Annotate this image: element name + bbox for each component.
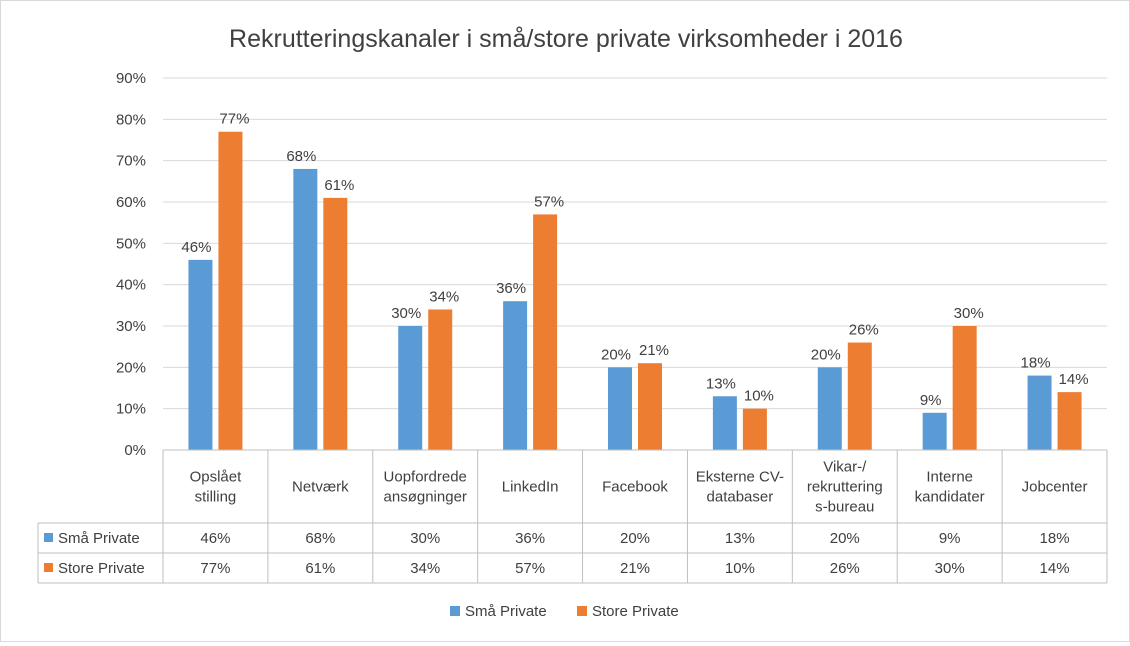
category-label: Vikar-/ (823, 459, 867, 476)
table-cell: 68% (305, 530, 335, 547)
bar-sma-private (398, 326, 423, 450)
bar-sma-private (817, 367, 842, 450)
y-tick-label: 10% (116, 401, 146, 418)
y-tick-label: 70% (116, 153, 146, 170)
table-cell: 14% (1040, 560, 1070, 577)
table-cell: 26% (830, 560, 860, 577)
bar-sma-private (293, 168, 318, 450)
bar-sma-private (1027, 375, 1052, 450)
bar-store-private (218, 131, 243, 450)
data-label: 57% (534, 193, 564, 210)
category-label: databaser (707, 489, 774, 506)
table-cell: 77% (200, 560, 230, 577)
category-label: kandidater (915, 489, 985, 506)
table-cell: 30% (935, 560, 965, 577)
category-label: Facebook (602, 479, 668, 496)
legend-key-store-private (577, 606, 587, 616)
y-tick-label: 30% (116, 318, 146, 335)
data-label: 30% (954, 305, 984, 322)
data-label: 18% (1021, 355, 1051, 372)
y-axis-ticks: 0% 10% 20% 30% 40% 50% 60% 70% 80% 90% (116, 70, 146, 459)
gridlines (163, 77, 1107, 451)
y-tick-label: 80% (116, 111, 146, 128)
bar-store-private (533, 214, 558, 450)
row-header: Små Private (58, 530, 140, 547)
category-label: Eksterne CV- (696, 469, 784, 486)
category-label: Interne (926, 469, 973, 486)
table-cell: 57% (515, 560, 545, 577)
row-header: Store Private (58, 560, 145, 577)
table-cell: 10% (725, 560, 755, 577)
table-cell: 36% (515, 530, 545, 547)
y-tick-label: 60% (116, 194, 146, 211)
bar-store-private (742, 408, 767, 450)
bar-store-private (638, 363, 662, 450)
bar-sma-private (712, 396, 737, 450)
data-label: 46% (181, 239, 211, 256)
data-label: 26% (849, 322, 879, 339)
data-label: 61% (324, 177, 354, 194)
y-tick-label: 40% (116, 277, 146, 294)
bar-store-private (428, 309, 453, 450)
row-key-store-private (44, 563, 53, 572)
data-label: 36% (496, 280, 526, 297)
y-tick-label: 90% (116, 70, 146, 87)
data-label: 20% (601, 346, 631, 363)
bar-store-private (847, 342, 872, 450)
category-label: Netværk (292, 479, 349, 496)
legend-label: Store Private (592, 603, 679, 620)
table-cell: 18% (1040, 530, 1070, 547)
legend-key-sma-private (450, 606, 460, 616)
data-label: 9% (920, 392, 942, 409)
category-label: ansøgninger (384, 489, 467, 506)
category-label: rekruttering (807, 479, 883, 496)
table-cell: 21% (620, 560, 650, 577)
bar-sma-private (188, 259, 213, 450)
bar-store-private (1057, 392, 1082, 450)
bar-store-private (952, 326, 977, 450)
category-label: Uopfordrede (384, 469, 467, 486)
data-label: 10% (744, 388, 774, 405)
bar-sma-private (922, 412, 947, 450)
data-label: 20% (811, 346, 841, 363)
table-cell: 9% (939, 530, 961, 547)
table-cell: 20% (620, 530, 650, 547)
data-label: 13% (706, 375, 736, 392)
data-label: 30% (391, 305, 421, 322)
y-tick-label: 20% (116, 359, 146, 376)
data-label: 14% (1059, 371, 1089, 388)
bar-sma-private (608, 367, 632, 450)
legend-label: Små Private (465, 603, 547, 620)
data-table: Opslået stilling Netværk Uopfordrede ansøgni… (37, 449, 1108, 584)
bar-sma-private (503, 301, 528, 450)
table-cell: 20% (830, 530, 860, 547)
data-label: 68% (286, 148, 316, 165)
category-label: Opslået (190, 469, 243, 486)
category-label: LinkedIn (502, 479, 559, 496)
data-labels: 46% 77% 68% 61% 30% 34% 36% 57% 20% 21% 13% 10% 20% 2… (181, 111, 1088, 409)
category-label: Jobcenter (1022, 479, 1088, 496)
table-cell: 61% (305, 560, 335, 577)
category-label: stilling (195, 489, 237, 506)
legend: Små Private Store Private (450, 603, 679, 620)
y-tick-label: 0% (124, 442, 146, 459)
table-cell: 30% (410, 530, 440, 547)
category-label: s-bureau (815, 499, 874, 516)
data-label: 21% (639, 342, 669, 359)
bars (188, 131, 1082, 450)
row-key-sma-private (44, 533, 53, 542)
chart-title: Rekrutteringskanaler i små/store private… (229, 25, 903, 53)
table-cell: 13% (725, 530, 755, 547)
table-cell: 46% (200, 530, 230, 547)
table-cell: 34% (410, 560, 440, 577)
data-label: 34% (429, 288, 459, 305)
data-label: 77% (219, 111, 249, 128)
bar-store-private (323, 197, 348, 450)
y-tick-label: 50% (116, 235, 146, 252)
